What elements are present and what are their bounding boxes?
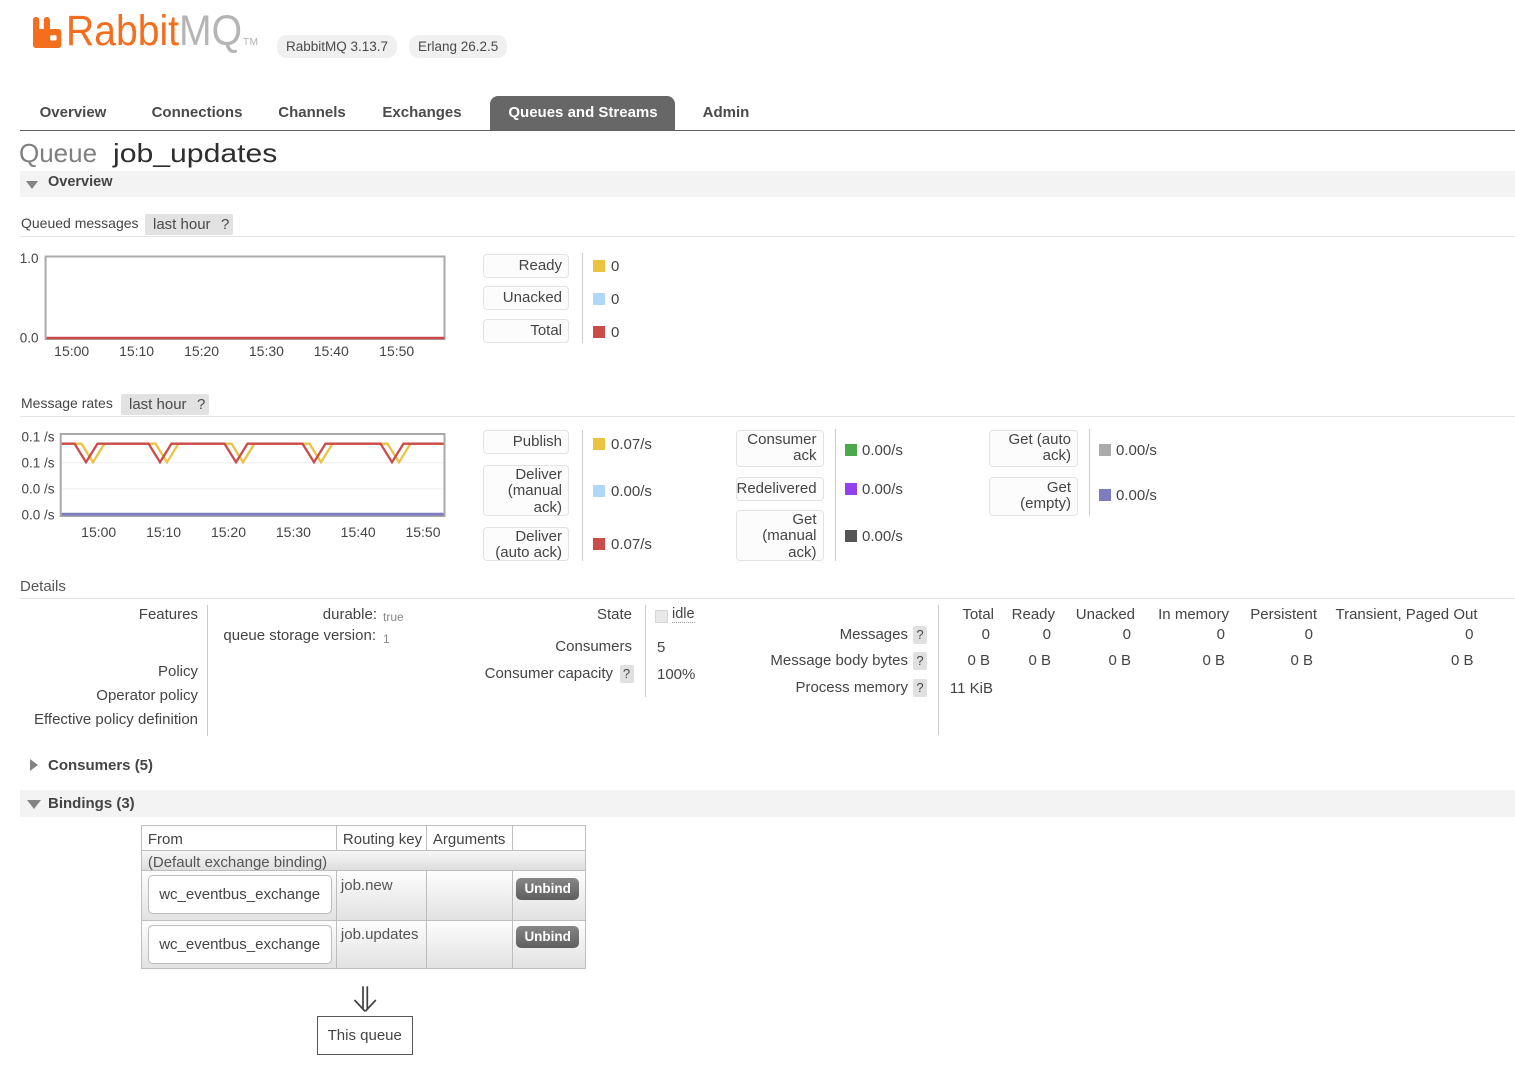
svg-text:15:40: 15:40 [314,343,349,359]
svg-text:15:00: 15:00 [54,343,89,359]
svg-text:1.0: 1.0 [20,251,39,266]
svg-text:0.0: 0.0 [20,331,39,346]
svg-text:0.0 /s: 0.0 /s [21,482,54,497]
svg-text:15:10: 15:10 [119,343,154,359]
svg-text:15:00: 15:00 [81,524,116,540]
svg-text:0.0 /s: 0.0 /s [21,508,54,523]
svg-text:15:20: 15:20 [184,343,219,359]
svg-text:15:50: 15:50 [379,343,414,359]
svg-text:15:30: 15:30 [249,343,284,359]
svg-text:15:20: 15:20 [211,524,246,540]
svg-text:0.1 /s: 0.1 /s [21,456,54,471]
svg-text:0.1 /s: 0.1 /s [21,429,54,444]
svg-text:15:50: 15:50 [405,524,440,540]
svg-text:15:40: 15:40 [341,524,376,540]
svg-text:15:10: 15:10 [146,524,181,540]
svg-text:15:30: 15:30 [276,524,311,540]
